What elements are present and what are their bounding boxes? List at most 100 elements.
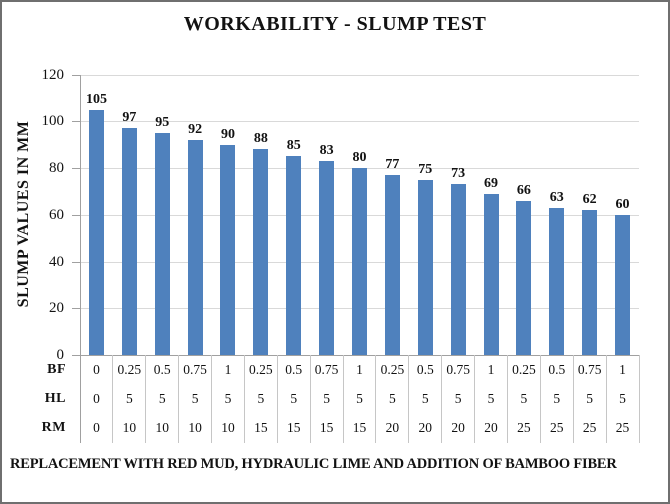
table-column-separator-11 bbox=[441, 355, 443, 443]
y-axis-tick-20 bbox=[72, 308, 80, 310]
bar-14 bbox=[549, 207, 565, 355]
table-cell-RM-1: 10 bbox=[122, 420, 137, 435]
y-axis-tick-label-100: 100 bbox=[41, 113, 65, 130]
bar-16 bbox=[615, 214, 631, 355]
bar-value-label-9: 77 bbox=[385, 157, 400, 172]
table-column-separator-8 bbox=[342, 355, 344, 443]
table-cell-BF-6: 0.5 bbox=[285, 362, 303, 377]
table-cell-BF-8: 1 bbox=[356, 362, 363, 377]
table-cell-RM-7: 15 bbox=[319, 420, 334, 435]
bar-value-label-2: 95 bbox=[155, 114, 170, 130]
bar-value-label-14: 63 bbox=[549, 189, 564, 205]
table-cell-HL-0: 0 bbox=[93, 391, 100, 406]
bar-15 bbox=[582, 210, 598, 355]
y-axis-tick-label-40: 40 bbox=[49, 253, 64, 270]
table-cell-RM-14: 25 bbox=[550, 420, 564, 435]
table-cell-BF-11: 0.75 bbox=[446, 362, 470, 377]
y-axis-tick-60 bbox=[72, 214, 80, 216]
table-cell-RM-2: 10 bbox=[155, 420, 169, 435]
table-cell-BF-0: 0 bbox=[93, 362, 100, 377]
gridline-120 bbox=[80, 74, 639, 76]
table-cell-RM-16: 25 bbox=[615, 420, 630, 435]
table-cell-HL-12: 5 bbox=[487, 391, 495, 406]
table-cell-HL-15: 5 bbox=[586, 391, 594, 406]
bar-value-label-3: 92 bbox=[188, 121, 203, 137]
bar-2 bbox=[154, 132, 170, 355]
y-axis-tick-label-80: 80 bbox=[49, 160, 64, 176]
table-cell-HL-14: 5 bbox=[553, 391, 561, 406]
table-cell-HL-1: 5 bbox=[125, 391, 133, 406]
y-axis-tick-120 bbox=[72, 74, 80, 76]
table-cell-HL-4: 5 bbox=[224, 391, 232, 406]
table-cell-HL-10: 5 bbox=[421, 391, 429, 406]
x-axis-line bbox=[80, 355, 640, 356]
bar-13 bbox=[516, 200, 532, 355]
y-axis-line bbox=[80, 74, 81, 355]
y-axis-tick-100 bbox=[72, 121, 80, 123]
bar-8 bbox=[352, 168, 367, 355]
y-axis-tick-label-60: 60 bbox=[49, 206, 64, 223]
table-column-separator-2 bbox=[145, 355, 147, 443]
table-cell-BF-1: 0.25 bbox=[117, 362, 142, 377]
table-cell-HL-2: 5 bbox=[158, 391, 166, 406]
table-cell-RM-0: 0 bbox=[93, 420, 100, 435]
bar-value-label-5: 88 bbox=[253, 131, 268, 147]
table-cell-BF-7: 0.75 bbox=[314, 362, 339, 377]
table-cell-RM-6: 15 bbox=[286, 420, 301, 435]
y-axis-tick-80 bbox=[72, 168, 80, 169]
table-cell-BF-5: 0.25 bbox=[249, 362, 273, 377]
table-row-label-RM: RM bbox=[41, 420, 66, 435]
chart-title: WORKABILITY - SLUMP TEST bbox=[183, 13, 487, 35]
bar-value-label-1: 97 bbox=[122, 110, 137, 126]
table-column-separator-16 bbox=[605, 355, 607, 443]
bar-4 bbox=[220, 144, 236, 355]
table-cell-RM-13: 25 bbox=[517, 420, 531, 435]
table-column-separator-14 bbox=[539, 355, 541, 443]
table-cell-HL-5: 5 bbox=[257, 391, 265, 406]
table-column-separator-4 bbox=[211, 355, 213, 443]
bar-9 bbox=[384, 175, 400, 355]
bar-10 bbox=[417, 179, 433, 355]
table-cell-BF-2: 0.5 bbox=[153, 362, 171, 377]
bar-12 bbox=[483, 193, 499, 355]
bar-7 bbox=[319, 160, 335, 355]
table-cell-HL-6: 5 bbox=[290, 391, 298, 406]
table-cell-BF-13: 0.25 bbox=[512, 362, 536, 377]
bar-value-label-16: 60 bbox=[615, 196, 630, 212]
y-axis-tick-40 bbox=[72, 261, 80, 263]
table-cell-BF-3: 0.75 bbox=[183, 362, 207, 377]
bar-0 bbox=[88, 109, 104, 355]
table-cell-BF-4: 1 bbox=[224, 362, 232, 377]
bar-value-label-8: 80 bbox=[352, 150, 367, 165]
table-column-separator-17 bbox=[638, 355, 640, 443]
table-column-separator-6 bbox=[276, 355, 278, 443]
table-row-label-HL: HL bbox=[44, 391, 66, 406]
table-column-separator-3 bbox=[178, 355, 180, 443]
table-cell-RM-4: 10 bbox=[221, 420, 235, 435]
table-cell-RM-12: 20 bbox=[484, 420, 498, 435]
table-cell-HL-3: 5 bbox=[191, 391, 199, 406]
table-cell-BF-15: 0.75 bbox=[577, 362, 602, 377]
bar-value-label-0: 105 bbox=[85, 91, 107, 107]
y-axis-tick-label-20: 20 bbox=[49, 300, 64, 317]
table-column-separator-7 bbox=[309, 355, 311, 443]
bar-value-label-4: 90 bbox=[220, 126, 235, 142]
table-column-separator-5 bbox=[243, 355, 245, 443]
y-axis-tick-label-120: 120 bbox=[41, 66, 65, 83]
table-column-separator-0 bbox=[79, 355, 81, 443]
table-cell-HL-7: 5 bbox=[323, 391, 330, 406]
table-column-separator-1 bbox=[112, 355, 114, 443]
table-cell-BF-12: 1 bbox=[487, 362, 495, 377]
table-column-separator-10 bbox=[408, 355, 410, 443]
table-column-separator-12 bbox=[474, 355, 476, 443]
table-cell-RM-15: 25 bbox=[582, 420, 597, 435]
table-column-separator-9 bbox=[375, 355, 377, 443]
bar-3 bbox=[187, 139, 203, 355]
y-axis-tick-label-0: 0 bbox=[56, 347, 65, 363]
table-row-label-BF: BF bbox=[47, 362, 66, 377]
bar-value-label-13: 66 bbox=[516, 182, 531, 198]
bar-value-label-15: 62 bbox=[582, 192, 597, 208]
bar-1 bbox=[121, 128, 137, 355]
gridline-100 bbox=[80, 121, 639, 123]
table-cell-BF-9: 0.25 bbox=[380, 362, 405, 377]
